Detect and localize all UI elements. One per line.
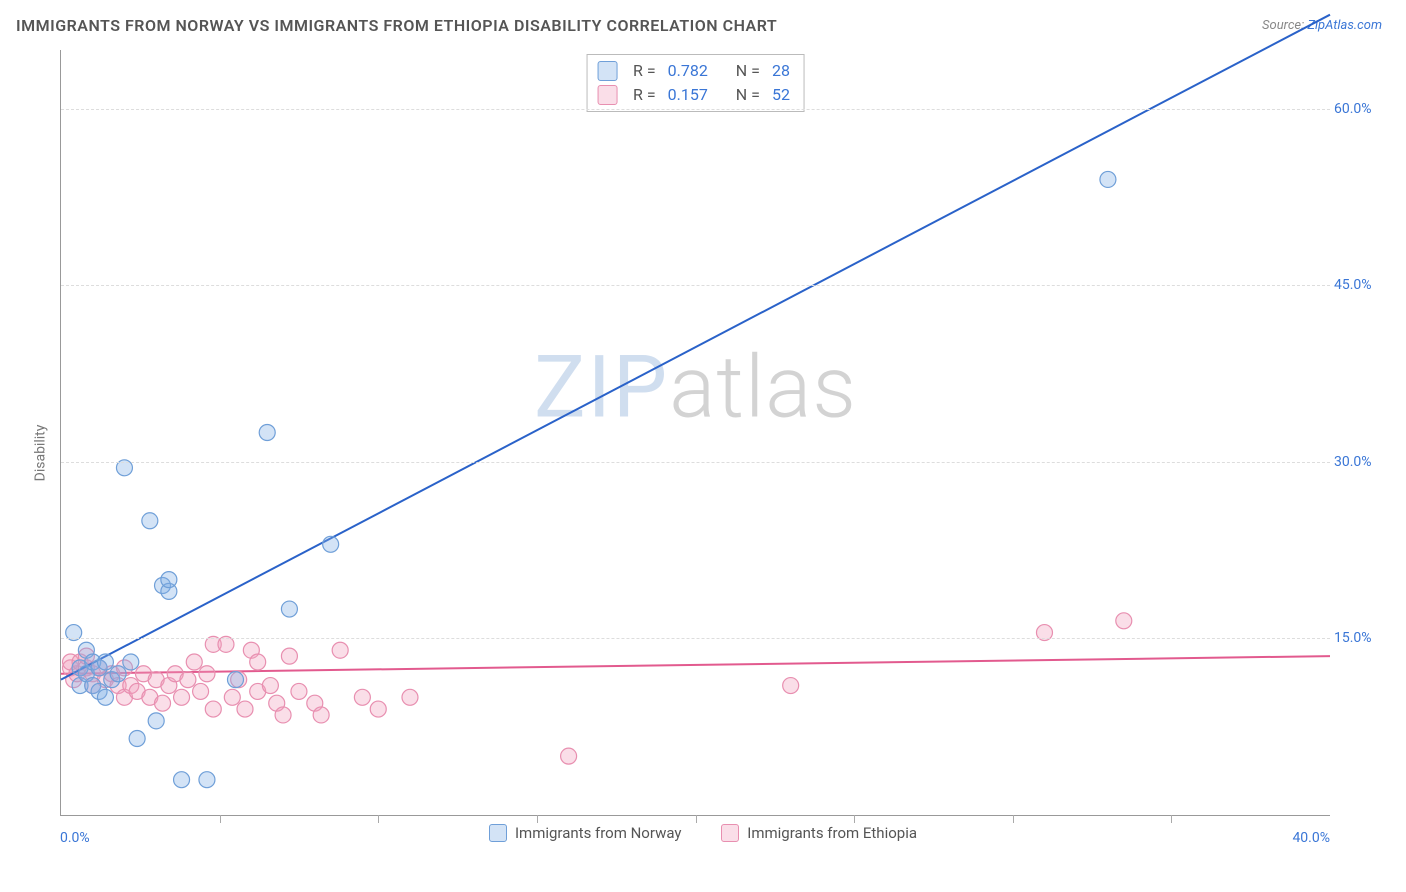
data-point	[1116, 613, 1132, 629]
gridline-h	[61, 109, 1330, 110]
n-value-norway: 28	[772, 59, 790, 83]
data-point	[354, 689, 370, 705]
data-point	[561, 748, 577, 764]
plot-svg	[61, 50, 1330, 815]
x-tick	[378, 815, 379, 823]
y-tick-label: 45.0%	[1334, 277, 1382, 293]
chart-container: Disability ZIPatlas R = 0.782 N = 28 R =…	[18, 46, 1388, 860]
gridline-h	[61, 638, 1330, 639]
y-axis-label: Disability	[32, 425, 48, 482]
source-attribution: Source: ZipAtlas.com	[1262, 18, 1382, 33]
data-point	[142, 513, 158, 529]
x-tick	[220, 815, 221, 823]
data-point	[262, 678, 278, 694]
data-point	[281, 648, 297, 664]
data-point	[97, 654, 113, 670]
x-tick	[1013, 815, 1014, 823]
x-tick	[696, 815, 697, 823]
swatch-ethiopia	[597, 85, 617, 105]
data-point	[129, 731, 145, 747]
r-label: R =	[633, 83, 656, 107]
data-point	[186, 654, 202, 670]
data-point	[224, 689, 240, 705]
plot-area: ZIPatlas R = 0.782 N = 28 R = 0.157 N = …	[60, 50, 1330, 816]
r-value-ethiopia: 0.157	[668, 83, 708, 107]
legend-label-ethiopia: Immigrants from Ethiopia	[747, 824, 917, 842]
data-point	[227, 672, 243, 688]
x-tick	[854, 815, 855, 823]
x-tick	[1171, 815, 1172, 823]
data-point	[323, 536, 339, 552]
n-label: N =	[736, 59, 760, 83]
data-point	[155, 695, 171, 711]
n-label: N =	[736, 83, 760, 107]
data-point	[174, 689, 190, 705]
swatch-ethiopia	[721, 824, 739, 842]
data-point	[161, 572, 177, 588]
y-tick-label: 30.0%	[1334, 454, 1382, 470]
gridline-h	[61, 462, 1330, 463]
data-point	[281, 601, 297, 617]
data-point	[783, 678, 799, 694]
x-tick	[537, 815, 538, 823]
data-point	[174, 772, 190, 788]
data-point	[148, 713, 164, 729]
legend-item-ethiopia: Immigrants from Ethiopia	[721, 824, 917, 842]
data-point	[193, 683, 209, 699]
data-point	[123, 654, 139, 670]
data-point	[199, 772, 215, 788]
data-point	[332, 642, 348, 658]
stats-legend-box: R = 0.782 N = 28 R = 0.157 N = 52	[586, 54, 805, 112]
data-point	[291, 683, 307, 699]
n-value-ethiopia: 52	[772, 83, 790, 107]
y-tick-label: 60.0%	[1334, 101, 1382, 117]
stats-row-ethiopia: R = 0.157 N = 52	[597, 83, 794, 107]
swatch-norway	[489, 824, 507, 842]
swatch-norway	[597, 61, 617, 81]
data-point	[313, 707, 329, 723]
r-value-norway: 0.782	[668, 59, 708, 83]
data-point	[402, 689, 418, 705]
data-point	[259, 425, 275, 441]
data-point	[237, 701, 253, 717]
data-point	[205, 701, 221, 717]
data-point	[250, 654, 266, 670]
legend-label-norway: Immigrants from Norway	[515, 824, 682, 842]
legend-item-norway: Immigrants from Norway	[489, 824, 682, 842]
chart-title: IMMIGRANTS FROM NORWAY VS IMMIGRANTS FRO…	[16, 16, 777, 35]
data-point	[1100, 171, 1116, 187]
gridline-h	[61, 285, 1330, 286]
trend-line	[61, 15, 1330, 680]
series-legend: Immigrants from Norway Immigrants from E…	[18, 824, 1388, 846]
stats-row-norway: R = 0.782 N = 28	[597, 59, 794, 83]
y-tick-label: 15.0%	[1334, 630, 1382, 646]
data-point	[97, 689, 113, 705]
data-point	[199, 666, 215, 682]
r-label: R =	[633, 59, 656, 83]
data-point	[180, 672, 196, 688]
data-point	[370, 701, 386, 717]
data-point	[110, 666, 126, 682]
data-point	[275, 707, 291, 723]
